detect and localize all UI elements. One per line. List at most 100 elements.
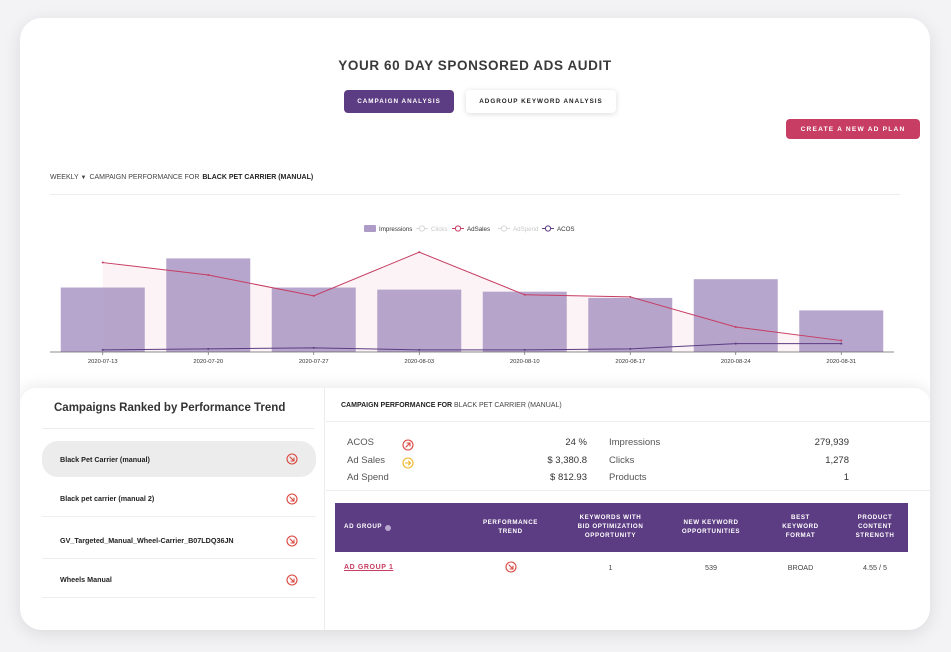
impressions-bar[interactable]	[60, 287, 145, 352]
metric-label: Clicks	[609, 455, 635, 466]
divider	[326, 421, 930, 422]
column-header-label: PERFORMANCE TREND	[482, 518, 539, 535]
column-header[interactable]: PERFORMANCE TREND	[463, 503, 558, 552]
metric-value: 24 %	[565, 437, 587, 448]
adsales-point[interactable]	[312, 294, 315, 297]
metric-label: ACOS	[347, 437, 374, 448]
flat-trend-icon	[402, 457, 414, 469]
table-header: AD GROUP PERFORMANCE TREND KEYWORDS WITH BID…	[335, 503, 908, 552]
adsales-point[interactable]	[101, 261, 104, 264]
legend-marker	[500, 225, 508, 232]
up-trend-icon	[402, 439, 414, 451]
period-label: WEEKLY	[50, 174, 79, 181]
x-tick-label: 2020-08-17	[615, 359, 645, 365]
down-trend-icon	[286, 534, 298, 547]
bottom-panel: Campaigns Ranked by Performance Trend Bl…	[20, 388, 930, 630]
acos-point[interactable]	[312, 346, 315, 349]
acos-point[interactable]	[418, 348, 421, 351]
campaign-detail-panel: CAMPAIGN PERFORMANCE FOR BLACK PET CARRI…	[326, 388, 930, 630]
x-tick-label: 2020-07-13	[88, 359, 118, 365]
impressions-bar[interactable]	[482, 291, 567, 352]
column-header[interactable]: NEW KEYWORD OPPORTUNITIES	[663, 503, 759, 552]
ranked-campaign-item[interactable]: Wheels Manual	[42, 562, 316, 598]
down-trend-icon	[286, 492, 298, 505]
caret-down-icon: ▼	[80, 175, 87, 181]
ranked-campaign-item[interactable]: Black pet carrier (manual 2)	[42, 481, 316, 517]
metric-label: Products	[609, 472, 647, 483]
metric-trend	[402, 456, 414, 474]
column-header[interactable]: KEYWORDS WITH BID OPTIMIZATION OPPORTUNITY	[559, 503, 662, 552]
table-cell: BROAD	[787, 562, 814, 572]
legend-item[interactable]: Impressions	[364, 225, 412, 233]
acos-point[interactable]	[734, 342, 737, 345]
legend-item[interactable]: Clicks	[416, 225, 448, 233]
down-trend-icon	[504, 561, 517, 573]
period-dropdown[interactable]: WEEKLY ▼	[50, 174, 86, 181]
legend-label: Clicks	[431, 226, 448, 233]
impressions-bar[interactable]	[166, 258, 251, 352]
legend-label: ACOS	[557, 226, 575, 233]
column-header-label: PRODUCT CONTENT STRENGTH	[855, 514, 895, 539]
campaign-name: Black pet carrier (manual 2)	[60, 494, 155, 503]
impressions-bar[interactable]	[588, 297, 673, 352]
column-header[interactable]: PRODUCT CONTENT STRENGTH	[842, 503, 908, 552]
adsales-point[interactable]	[523, 293, 526, 296]
detail-prefix: CAMPAIGN PERFORMANCE FOR	[341, 402, 453, 409]
legend-swatch	[364, 225, 376, 232]
x-tick-label: 2020-07-20	[193, 359, 223, 365]
adsales-point[interactable]	[418, 251, 421, 254]
impressions-bar[interactable]	[693, 279, 778, 352]
tab-campaign-analysis[interactable]: CAMPAIGN ANALYSIS	[344, 90, 454, 113]
column-header-label: NEW KEYWORD OPPORTUNITIES	[681, 518, 741, 535]
x-tick-label: 2020-08-03	[404, 359, 434, 365]
acos-point[interactable]	[629, 347, 632, 350]
ranked-campaigns-panel: Campaigns Ranked by Performance Trend Bl…	[20, 388, 325, 630]
impressions-bar[interactable]	[799, 310, 884, 352]
column-header[interactable]: AD GROUP	[335, 503, 425, 552]
metric-value: 1	[843, 472, 849, 483]
tab-adgroup-keyword-analysis[interactable]: ADGROUP KEYWORD ANALYSIS	[466, 90, 616, 113]
impressions-bar[interactable]	[271, 287, 356, 352]
create-ad-plan-button[interactable]: CREATE A NEW AD PLAN	[786, 119, 920, 139]
adsales-point[interactable]	[734, 326, 737, 329]
acos-point[interactable]	[840, 342, 843, 345]
legend-label: AdSpend	[513, 226, 539, 233]
impressions-bar[interactable]	[377, 289, 462, 352]
legend-marker	[544, 225, 552, 232]
legend-item[interactable]: AdSales	[452, 225, 490, 233]
performance-trend-cell	[463, 559, 558, 575]
metric-label: Ad Spend	[347, 472, 389, 483]
ad-group-link[interactable]: AD GROUP 1	[344, 563, 394, 571]
column-header-label: AD GROUP	[344, 523, 383, 531]
acos-line	[102, 343, 842, 351]
detail-campaign: BLACK PET CARRIER (MANUAL)	[454, 402, 562, 409]
info-icon[interactable]	[385, 524, 392, 531]
x-tick-label: 2020-07-27	[299, 359, 329, 365]
column-header[interactable]: BEST KEYWORD FORMAT	[760, 503, 841, 552]
x-tick-label: 2020-08-10	[510, 359, 540, 365]
ranked-campaign-item[interactable]: Black Pet Carrier (manual)	[42, 441, 316, 477]
campaign-name: Wheels Manual	[60, 575, 112, 584]
ranked-campaign-item[interactable]: GV_Targeted_Manual_Wheel-Carrier_B07LDQ3…	[42, 523, 316, 559]
ranked-title: Campaigns Ranked by Performance Trend	[54, 402, 286, 414]
divider	[50, 194, 900, 195]
legend-item[interactable]: ACOS	[542, 225, 575, 233]
metric-label: Impressions	[609, 437, 661, 448]
acos-point[interactable]	[207, 347, 210, 350]
metric-value: 1,278	[825, 455, 849, 466]
ad-group-cell: AD GROUP 1	[344, 559, 393, 575]
adsales-point[interactable]	[207, 274, 210, 277]
acos-point[interactable]	[101, 348, 104, 351]
campaign-name: GV_Targeted_Manual_Wheel-Carrier_B07LDQ3…	[60, 536, 234, 545]
x-tick-label: 2020-08-31	[826, 359, 856, 365]
down-trend-icon	[286, 453, 298, 465]
x-tick-label: 2020-08-24	[721, 359, 751, 365]
adsales-point[interactable]	[840, 339, 843, 342]
down-trend-icon	[286, 573, 298, 586]
divider	[42, 428, 314, 429]
adsales-point[interactable]	[629, 295, 632, 298]
divider	[326, 490, 930, 491]
metric-trend	[402, 438, 414, 456]
legend-item[interactable]: AdSpend	[498, 225, 539, 233]
acos-point[interactable]	[523, 348, 526, 351]
